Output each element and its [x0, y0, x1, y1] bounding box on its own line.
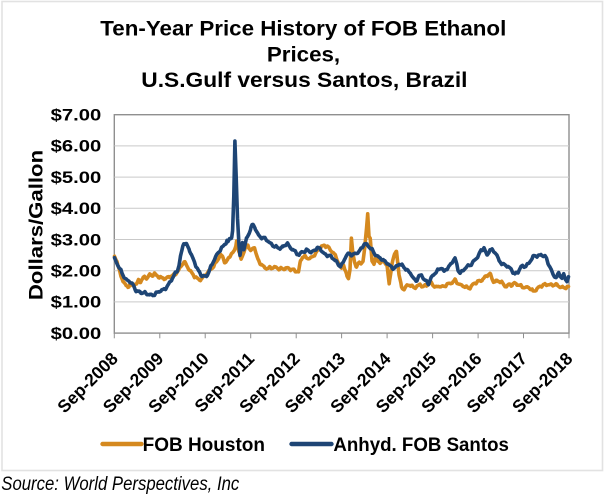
svg-text:FOB Houston: FOB Houston — [143, 435, 265, 456]
svg-text:Ten-Year Price History of FOB: Ten-Year Price History of FOB Ethanol — [100, 16, 506, 40]
svg-text:$3.00: $3.00 — [51, 230, 102, 249]
svg-text:$7.00: $7.00 — [51, 106, 102, 125]
svg-text:Prices,: Prices, — [267, 42, 340, 66]
svg-text:$0.00: $0.00 — [51, 324, 102, 343]
svg-text:$5.00: $5.00 — [51, 168, 102, 187]
svg-text:Dollars/Gallon: Dollars/Gallon — [27, 150, 48, 300]
svg-text:U.S.Gulf versus Santos, Brazil: U.S.Gulf versus Santos, Brazil — [141, 68, 467, 92]
svg-text:$1.00: $1.00 — [51, 293, 102, 312]
svg-text:$4.00: $4.00 — [51, 199, 102, 218]
svg-text:Anhyd. FOB Santos: Anhyd. FOB Santos — [333, 435, 509, 456]
svg-text:Source: World Perspectives, In: Source: World Perspectives, Inc — [1, 474, 239, 495]
svg-text:$2.00: $2.00 — [51, 262, 102, 281]
svg-text:$6.00: $6.00 — [51, 137, 102, 156]
